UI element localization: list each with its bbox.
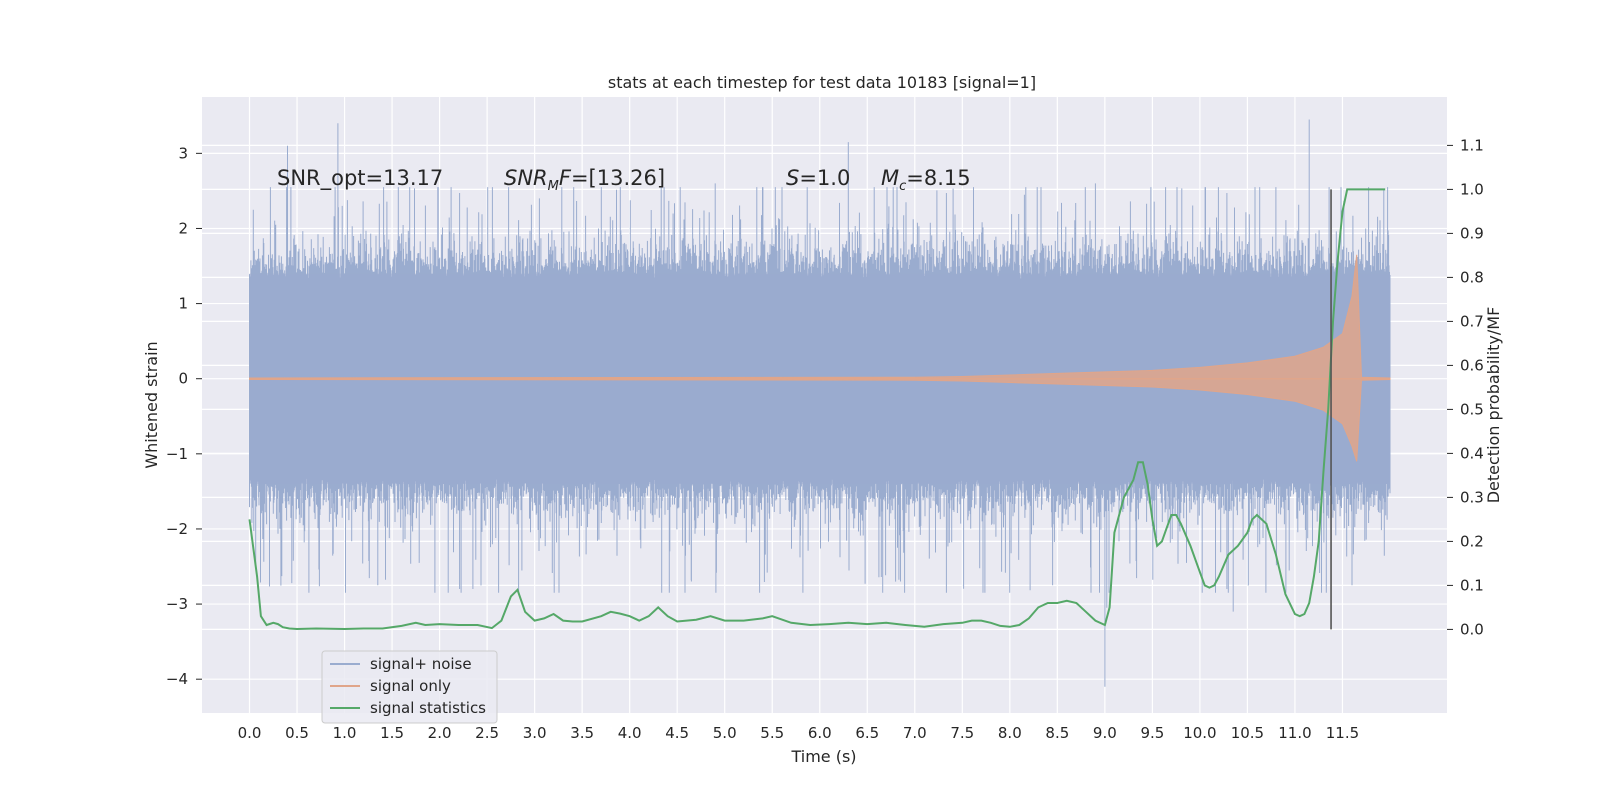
x-tick-label: 3.0 <box>523 724 547 742</box>
s-rest: =1.0 <box>799 166 850 190</box>
y2-tick-label: 0.9 <box>1460 224 1484 242</box>
y-axis-label: Whitened strain <box>142 341 161 468</box>
y2-tick-label: 1.0 <box>1460 180 1484 198</box>
y2-tick-label: 0.0 <box>1460 620 1484 638</box>
legend: signal+ noise signal only signal statistic… <box>321 650 498 724</box>
y-tick-label: 0 <box>178 370 188 388</box>
y2-tick-label: 0.2 <box>1460 532 1484 550</box>
x-tick-label: 4.5 <box>665 724 689 742</box>
x-tick-label: 11.5 <box>1326 724 1359 742</box>
x-axis-label: Time (s) <box>790 747 856 766</box>
y2-tick-label: 1.1 <box>1460 136 1484 154</box>
y-tick-label: 3 <box>178 144 188 162</box>
snr-mf-subscript: M <box>548 179 559 194</box>
x-tick-label: 11.0 <box>1278 724 1311 742</box>
legend-label: signal statistics <box>370 699 486 717</box>
y2-axis-label: Detection probability/MF <box>1484 307 1503 504</box>
y-tick-label: −2 <box>166 520 188 538</box>
x-tick-label: 5.0 <box>713 724 737 742</box>
chart-title: stats at each timestep for test data 101… <box>608 73 1036 92</box>
signal-only-envelope <box>248 254 1391 462</box>
annotations: SNR_opt=13.17 SNRMF=[13.26] S=1.0 Mc=8.1… <box>277 166 971 194</box>
signal-statistics-line <box>248 188 1386 631</box>
x-tick-label: 2.0 <box>428 724 452 742</box>
snr-mf-annotation: SNRMF=[13.26] <box>504 166 665 194</box>
x-tick-label: 6.5 <box>855 724 879 742</box>
y2-tick-label: 0.8 <box>1460 268 1484 286</box>
y2-axis-ticks: 1.1 1.0 0.9 0.8 0.7 0.6 0.5 0.4 0.3 0.2 0.1 0.0 <box>1447 136 1484 638</box>
x-tick-label: 7.0 <box>903 724 927 742</box>
x-tick-label: 10.0 <box>1183 724 1216 742</box>
legend-box <box>321 650 498 724</box>
x-tick-label: 4.0 <box>618 724 642 742</box>
signal-statistics-series <box>248 188 1386 631</box>
x-tick-label: 6.0 <box>808 724 832 742</box>
y2-tick-label: 0.4 <box>1460 444 1484 462</box>
x-tick-label: 0.0 <box>238 724 262 742</box>
y2-tick-label: 0.1 <box>1460 576 1484 594</box>
mc-rest: =8.15 <box>906 166 970 190</box>
x-tick-label: 1.0 <box>333 724 357 742</box>
snr-mf-f: F <box>559 166 572 190</box>
x-tick-label: 1.5 <box>380 724 404 742</box>
y-axis-ticks: 3 2 1 0 −1 −2 −3 −4 <box>166 144 202 688</box>
y-tick-label: 2 <box>178 219 188 237</box>
x-tick-label: 7.5 <box>950 724 974 742</box>
snr-mf-main: SNR <box>504 166 548 190</box>
y2-tick-label: 0.5 <box>1460 400 1484 418</box>
x-tick-label: 8.5 <box>1045 724 1069 742</box>
y2-tick-label: 0.3 <box>1460 488 1484 506</box>
y-tick-label: −4 <box>166 670 188 688</box>
y2-tick-label: 0.7 <box>1460 312 1484 330</box>
s-main: S <box>786 166 799 190</box>
x-tick-label: 9.5 <box>1140 724 1164 742</box>
mc-annotation: Mc=8.15 <box>881 166 971 194</box>
mc-main: M <box>881 166 899 190</box>
x-tick-label: 0.5 <box>285 724 309 742</box>
snr-mf-rest-f: F=[13.26] <box>559 166 665 190</box>
snr-opt-annotation: SNR_opt=13.17 <box>277 166 443 191</box>
legend-label: signal only <box>370 677 451 695</box>
snr-mf-value: =[13.26] <box>571 166 665 190</box>
x-tick-label: 5.5 <box>760 724 784 742</box>
y-tick-label: −1 <box>166 445 188 463</box>
x-tick-label: 8.0 <box>998 724 1022 742</box>
x-tick-label: 2.5 <box>475 724 499 742</box>
x-tick-label: 10.5 <box>1231 724 1264 742</box>
signal-only-series <box>248 254 1391 462</box>
y-tick-label: 1 <box>178 295 188 313</box>
x-tick-label: 3.5 <box>570 724 594 742</box>
s-annotation: S=1.0 <box>786 166 850 190</box>
x-tick-label: 9.0 <box>1093 724 1117 742</box>
y2-tick-label: 0.6 <box>1460 356 1484 374</box>
y-tick-label: −3 <box>166 595 188 613</box>
legend-label: signal+ noise <box>370 655 472 673</box>
mc-subscript: c <box>899 179 906 194</box>
x-axis-ticks: 0.0 0.5 1.0 1.5 2.0 2.5 3.0 3.5 4.0 4.5 5.0 5.5 6.0 6… <box>238 724 1360 742</box>
